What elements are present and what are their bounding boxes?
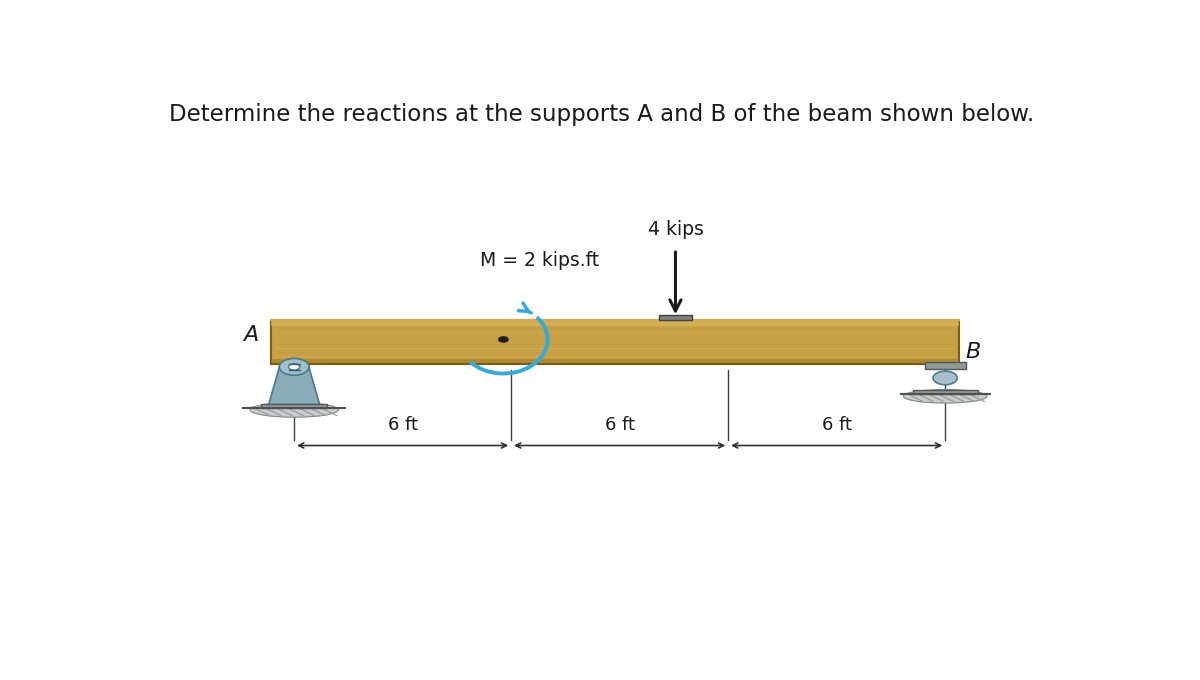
Text: 6 ft: 6 ft [822, 416, 852, 434]
Bar [912, 390, 978, 394]
Text: B: B [966, 342, 980, 362]
Polygon shape [269, 364, 319, 405]
Ellipse shape [250, 403, 338, 418]
Text: 4 kips: 4 kips [648, 220, 703, 239]
Bar [262, 404, 328, 408]
Bar [659, 315, 692, 320]
Text: Determine the reactions at the supports A and B of the beam shown below.: Determine the reactions at the supports … [168, 103, 1034, 126]
Text: A: A [244, 326, 259, 345]
Circle shape [288, 364, 300, 370]
Bar [271, 320, 959, 326]
Circle shape [934, 371, 958, 385]
Bar [925, 362, 966, 369]
Text: 6 ft: 6 ft [388, 416, 418, 434]
Bar [271, 359, 959, 364]
Ellipse shape [904, 390, 986, 403]
Text: M = 2 kips.ft: M = 2 kips.ft [480, 251, 599, 270]
Text: 6 ft: 6 ft [605, 416, 635, 434]
Circle shape [499, 337, 508, 342]
Circle shape [280, 358, 310, 375]
Bar [271, 320, 959, 364]
